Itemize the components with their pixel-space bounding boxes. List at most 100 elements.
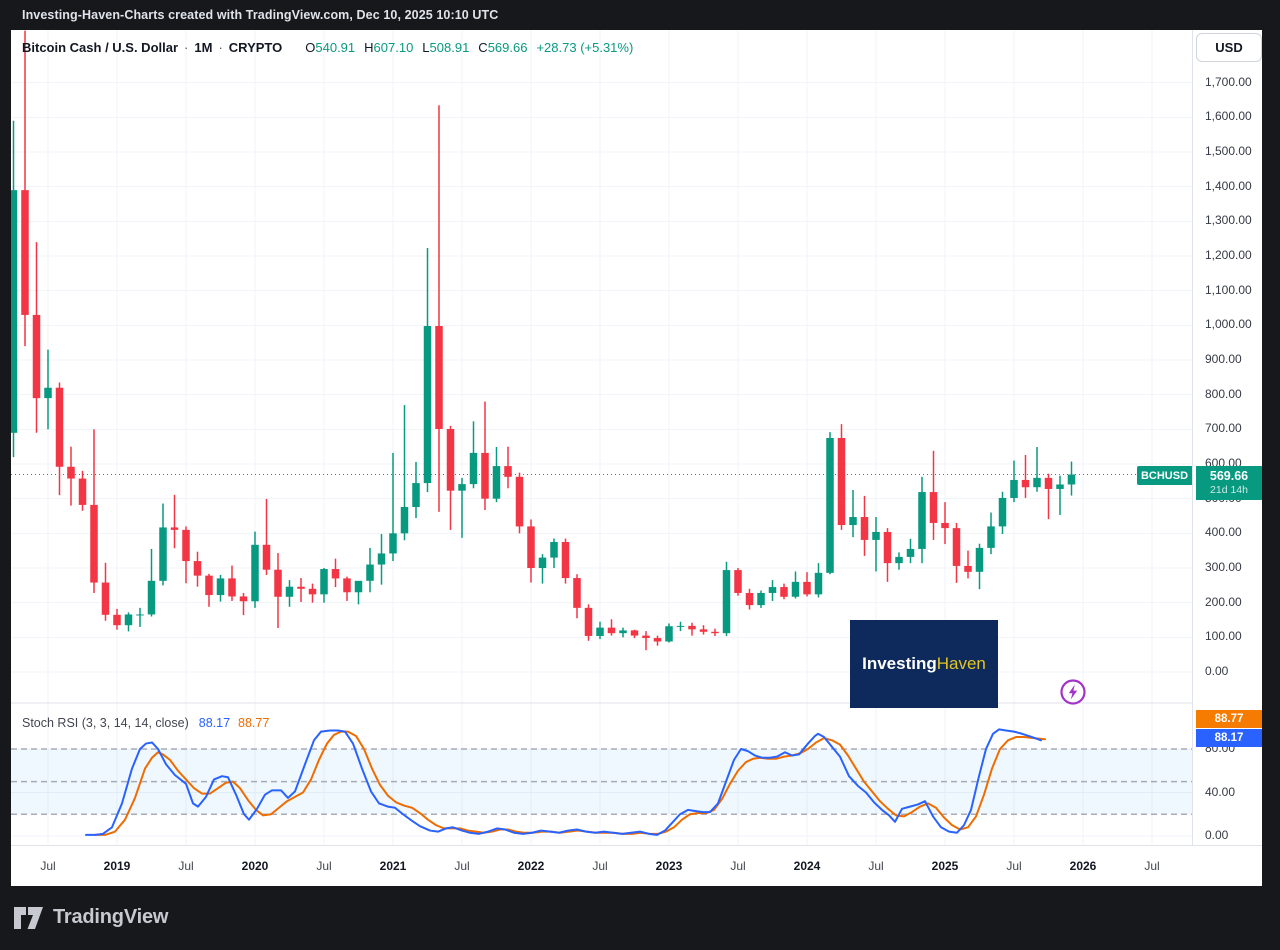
candle [21, 30, 29, 347]
candle [814, 563, 823, 598]
current-price: 569.66 [1209, 468, 1249, 483]
candle [423, 248, 432, 493]
candle [734, 567, 742, 596]
close-label: C [478, 40, 488, 55]
candle [101, 562, 110, 621]
candle [619, 627, 627, 638]
candle [803, 572, 811, 597]
indicator-axis-label: 40.00 [1205, 784, 1236, 799]
close-value: 569.66 [487, 40, 528, 55]
time-axis-month-label: Jul [40, 859, 56, 873]
symbol-name[interactable]: Bitcoin Cash / U.S. Dollar [22, 40, 179, 55]
candle [722, 561, 731, 636]
candle [688, 622, 696, 636]
candle [929, 450, 938, 540]
time-axis-month-label: Jul [1144, 859, 1160, 873]
stoch-d-value-box: 88.77 [1196, 710, 1262, 728]
stoch-k-value: 88.17 [198, 716, 231, 730]
candle [147, 548, 156, 617]
candle [987, 512, 995, 555]
indicator-axis-label: 0.00 [1205, 828, 1229, 842]
candle [285, 580, 294, 607]
candle [11, 120, 18, 458]
candle [895, 552, 903, 570]
high-label: H [364, 40, 374, 55]
candle [159, 503, 167, 586]
separator-dot: · [184, 40, 189, 55]
price-axis-label: 400.00 [1205, 525, 1242, 540]
symbol-legend[interactable]: Bitcoin Cash / U.S. Dollar · 1M · CRYPTO O540… [22, 40, 633, 55]
candle [1033, 447, 1041, 492]
price-axis-label: 1,600.00 [1205, 109, 1252, 124]
candle [711, 628, 719, 636]
candle [32, 242, 41, 433]
candle [205, 573, 213, 607]
top-header-bar: Investing-Haven-Charts created with Trad… [0, 0, 1280, 30]
time-axis-year-label: 2024 [793, 859, 821, 873]
candle [573, 574, 581, 619]
candle [527, 519, 535, 583]
candle [538, 554, 547, 584]
candle [849, 489, 857, 538]
price-axis-label: 100.00 [1205, 629, 1242, 644]
price-axis-label: 1,400.00 [1205, 178, 1252, 193]
stoch-rsi-legend[interactable]: Stoch RSI (3, 3, 14, 14, close) 88.17 88.7… [22, 716, 269, 730]
candle [400, 405, 409, 541]
candle [481, 401, 489, 511]
candle [262, 499, 271, 575]
price-axis-label: 1,300.00 [1205, 213, 1252, 228]
candle [136, 607, 144, 627]
candle [837, 424, 846, 530]
tradingview-logo-icon[interactable] [13, 904, 45, 932]
candle [941, 502, 949, 545]
candle [124, 612, 133, 632]
candle [550, 538, 558, 568]
page-title: Investing-Haven-Charts created with Trad… [22, 8, 499, 22]
chart-canvas[interactable] [11, 30, 1262, 845]
candle [492, 447, 501, 503]
candle [607, 619, 616, 636]
price-axis-label: 300.00 [1205, 559, 1242, 574]
candle [469, 421, 478, 489]
candle [906, 538, 915, 564]
candle [791, 571, 800, 599]
boost-button[interactable] [1058, 677, 1088, 707]
time-axis-month-label: Jul [592, 859, 608, 873]
candle [584, 604, 593, 641]
candle [642, 631, 650, 651]
price-axis-label: 1,700.00 [1205, 74, 1252, 89]
candle [826, 432, 834, 575]
candle [67, 446, 75, 506]
price-line-symbol-tag: BCHUSD [1137, 466, 1192, 485]
time-axis-year-label: 2023 [655, 859, 683, 873]
candle [745, 588, 754, 610]
time-axis-year-label: 2026 [1069, 859, 1097, 873]
candle [699, 625, 708, 635]
time-axis-month-label: Jul [1006, 859, 1022, 873]
candle [1021, 454, 1030, 498]
change-value: +28.73 (+5.31%) [536, 40, 634, 55]
candle [412, 461, 420, 519]
current-price-box: 569.66 21d 14h [1196, 466, 1262, 500]
stoch-rsi-label[interactable]: Stoch RSI (3, 3, 14, 14, close) [22, 716, 189, 730]
price-axis-label: 1,200.00 [1205, 247, 1252, 262]
symbol-interval[interactable]: 1M [194, 40, 213, 55]
currency-usd-button[interactable]: USD [1196, 33, 1262, 62]
time-axis-month-label: Jul [868, 859, 884, 873]
candle [964, 550, 972, 579]
time-axis-month-label: Jul [178, 859, 194, 873]
price-axis[interactable] [1192, 30, 1262, 845]
time-axis-year-label: 2019 [103, 859, 131, 873]
time-axis-year-label: 2021 [379, 859, 407, 873]
candle [182, 526, 190, 584]
candle [446, 425, 455, 530]
time-axis[interactable]: Jul 2019 Jul 2020 Jul 2021 Jul 2022 Jul 2023 Jul 20… [11, 845, 1262, 886]
candle [860, 495, 869, 556]
tradingview-brand-text[interactable]: TradingView [53, 906, 169, 928]
candle [320, 567, 328, 603]
candle [55, 382, 64, 496]
chart-panel[interactable]: Bitcoin Cash / U.S. Dollar · 1M · CRYPTO O540… [11, 30, 1262, 845]
stoch-k-value-box: 88.17 [1196, 729, 1262, 747]
candle [596, 621, 604, 640]
